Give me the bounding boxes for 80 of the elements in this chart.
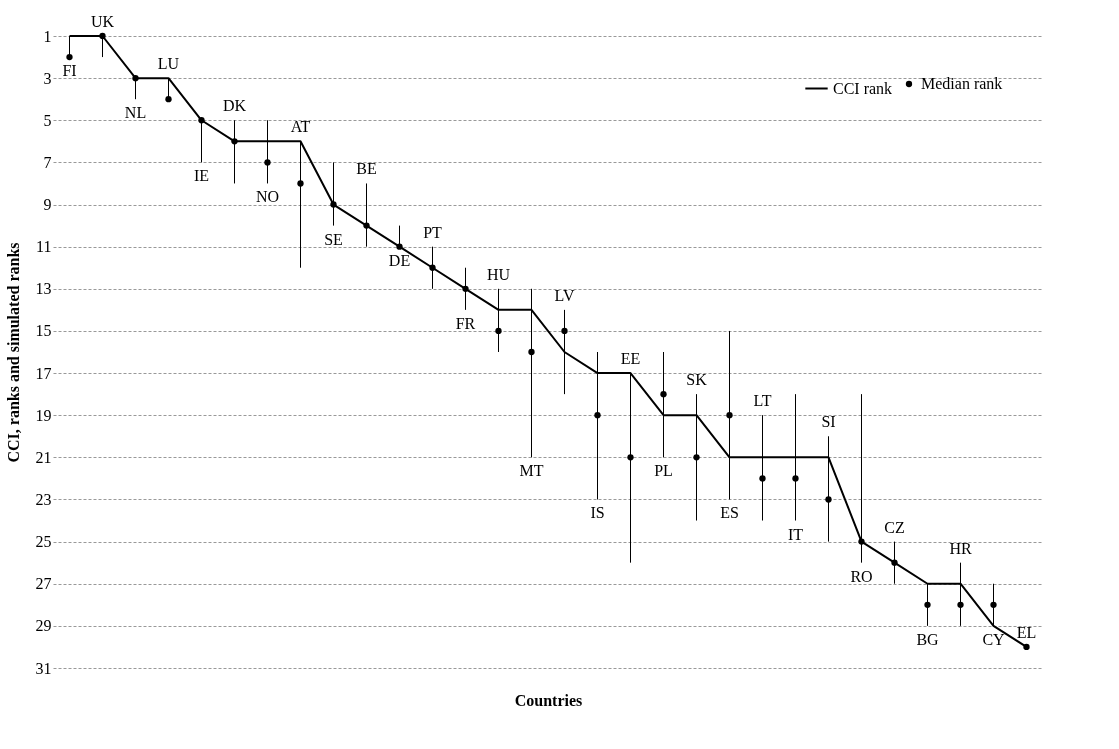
point (528, 348, 535, 356)
point (990, 601, 997, 608)
x-tick-label: AT (290, 118, 311, 136)
x-tick-label: EE (620, 350, 641, 368)
x-tick-label: BE (356, 160, 377, 178)
x-tick-label: PT (423, 223, 443, 241)
point (132, 74, 139, 82)
y-tick-label: 11 (36, 238, 52, 256)
point (594, 412, 601, 419)
x-tick-label: DE (388, 251, 411, 269)
x-tick-label: NL (124, 104, 147, 122)
point (1023, 643, 1030, 651)
x-tick-label: FR (455, 314, 476, 332)
point (957, 601, 964, 608)
point (297, 180, 304, 187)
point (363, 222, 370, 229)
y-tick-label: 25 (35, 533, 52, 551)
x-tick-label: CZ (884, 518, 905, 536)
x-tick-label: HR (949, 539, 972, 557)
x-tick-label: IE (193, 167, 210, 185)
point (429, 264, 436, 271)
y-tick-label: 5 (43, 111, 52, 129)
legend-label: Median rank (921, 75, 1003, 92)
x-tick-label: BG (916, 630, 940, 648)
y-tick-label: 17 (35, 364, 52, 382)
point (231, 138, 238, 145)
point (462, 285, 469, 292)
point (396, 243, 403, 250)
x-tick-label: SK (686, 371, 708, 389)
y-tick-label: 7 (43, 153, 52, 171)
y-tick-label: 21 (35, 448, 52, 466)
x-axis-title: Countries (514, 691, 583, 709)
y-tick-label: 23 (35, 490, 52, 508)
point (792, 475, 799, 482)
y-tick-label: 9 (43, 196, 52, 214)
point (891, 559, 898, 566)
point (198, 117, 205, 124)
x-tick-label: DK (222, 97, 247, 115)
point (561, 327, 568, 335)
x-tick-label: ES (720, 504, 739, 522)
point (330, 201, 337, 208)
y-tick-label: 19 (35, 406, 52, 424)
point (66, 53, 73, 61)
y-tick-label: 29 (35, 617, 52, 635)
legend-label: CCI rank (833, 79, 893, 97)
point (627, 454, 634, 461)
point (264, 159, 271, 166)
x-tick-label: UK (90, 13, 115, 30)
x-tick-label: LU (157, 55, 180, 73)
x-tick-label: LV (554, 286, 575, 304)
point (924, 601, 931, 608)
x-tick-label: CY (982, 630, 1006, 648)
point (858, 538, 865, 545)
point (726, 412, 733, 419)
y-tick-label: 27 (35, 575, 52, 593)
point (759, 475, 766, 482)
x-tick-label: IS (590, 504, 605, 522)
y-tick-label: 1 (43, 27, 52, 45)
point (495, 327, 502, 335)
point (165, 96, 172, 103)
y-tick-label: 15 (35, 322, 52, 340)
y-axis-title: CCI, ranks and simulated ranks (4, 242, 22, 463)
x-tick-label: LT (753, 392, 772, 410)
point (825, 496, 832, 503)
x-tick-label: RO (850, 567, 873, 585)
x-tick-label: SI (821, 413, 836, 431)
x-tick-label: EL (1016, 623, 1037, 641)
x-tick-label: PL (654, 462, 673, 480)
x-tick-label: HU (486, 265, 511, 283)
point (660, 390, 667, 398)
point (99, 32, 106, 40)
x-tick-label: SE (324, 230, 343, 248)
y-tick-label: 13 (35, 280, 52, 298)
y-tick-label: 31 (35, 659, 52, 677)
y-tick-label: 3 (43, 69, 52, 87)
x-tick-label: MT (519, 462, 544, 480)
x-tick-label: FI (62, 62, 77, 80)
x-tick-label: NO (255, 188, 280, 206)
point (693, 454, 700, 461)
x-tick-label: IT (787, 525, 804, 543)
